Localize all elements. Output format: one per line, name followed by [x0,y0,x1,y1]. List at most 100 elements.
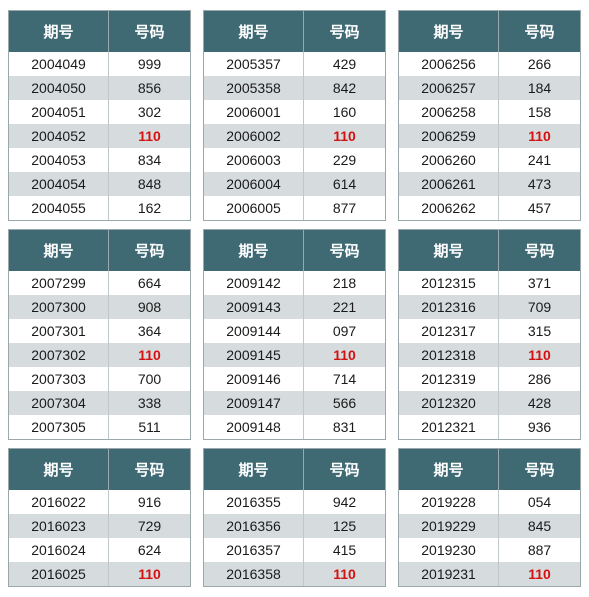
cell-issue: 2012318 [399,343,499,367]
table-row: 2009142218 [204,271,385,295]
header-number: 号码 [499,449,580,490]
lottery-table: 期号号码200535742920053588422006001160200600… [204,11,385,220]
cell-number: 315 [499,319,580,343]
cell-issue: 2007304 [9,391,109,415]
cell-number: 054 [499,490,580,514]
table-row: 2007301364 [9,319,190,343]
lottery-table: 期号号码200404999920040508562004051302200405… [9,11,190,220]
table-block: 期号号码200535742920053588422006001160200600… [203,10,386,221]
cell-issue: 2012316 [399,295,499,319]
table-block: 期号号码200404999920040508562004051302200405… [8,10,191,221]
lottery-table: 期号号码200729966420073009082007301364200730… [9,230,190,439]
cell-issue: 2006257 [399,76,499,100]
table-row: 2006003229 [204,148,385,172]
cell-issue: 2004054 [9,172,109,196]
table-row: 2006004614 [204,172,385,196]
cell-number: 110 [109,343,190,367]
header-number: 号码 [304,230,385,271]
table-row: 2006262457 [399,196,580,220]
cell-number: 887 [499,538,580,562]
cell-issue: 2012320 [399,391,499,415]
cell-issue: 2012317 [399,319,499,343]
cell-issue: 2007303 [9,367,109,391]
header-issue: 期号 [204,449,304,490]
cell-number: 125 [304,514,385,538]
cell-number: 936 [499,415,580,439]
table-block: 期号号码200729966420073009082007301364200730… [8,229,191,440]
table-row: 2016023729 [9,514,190,538]
cell-number: 097 [304,319,385,343]
cell-number: 286 [499,367,580,391]
cell-number: 908 [109,295,190,319]
cell-number: 831 [304,415,385,439]
table-row: 2012319286 [399,367,580,391]
cell-number: 110 [304,343,385,367]
cell-number: 429 [304,52,385,76]
header-number: 号码 [499,230,580,271]
table-row: 2006260241 [399,148,580,172]
table-block: 期号号码200625626620062571842006258158200625… [398,10,581,221]
cell-number: 110 [304,124,385,148]
cell-issue: 2006258 [399,100,499,124]
table-block: 期号号码201635594220163561252016357415201635… [203,448,386,587]
table-row: 2009148831 [204,415,385,439]
cell-issue: 2016358 [204,562,304,586]
cell-issue: 2009142 [204,271,304,295]
cell-number: 566 [304,391,385,415]
cell-number: 473 [499,172,580,196]
table-row: 2004049999 [9,52,190,76]
table-row: 2006001160 [204,100,385,124]
cell-number: 110 [499,124,580,148]
cell-issue: 2006262 [399,196,499,220]
cell-number: 110 [304,562,385,586]
table-row: 2019230887 [399,538,580,562]
table-row: 2009143221 [204,295,385,319]
table-block: 期号号码201602291620160237292016024624201602… [8,448,191,587]
table-row: 2009147566 [204,391,385,415]
cell-number: 834 [109,148,190,172]
cell-issue: 2019229 [399,514,499,538]
lottery-table: 期号号码201922805420192298452019230887201923… [399,449,580,586]
header-number: 号码 [109,230,190,271]
table-row: 2016024624 [9,538,190,562]
table-row: 2006005877 [204,196,385,220]
table-row: 2007299664 [9,271,190,295]
cell-number: 511 [109,415,190,439]
table-row: 2004052110 [9,124,190,148]
cell-issue: 2009144 [204,319,304,343]
table-row: 2016025110 [9,562,190,586]
table-row: 2009146714 [204,367,385,391]
cell-number: 942 [304,490,385,514]
table-block: 期号号码200914221820091432212009144097200914… [203,229,386,440]
table-row: 2006002110 [204,124,385,148]
table-row: 2006257184 [399,76,580,100]
cell-number: 624 [109,538,190,562]
cell-number: 714 [304,367,385,391]
cell-issue: 2007300 [9,295,109,319]
header-issue: 期号 [399,230,499,271]
cell-number: 877 [304,196,385,220]
cell-number: 428 [499,391,580,415]
header-number: 号码 [109,11,190,52]
table-row: 2012316709 [399,295,580,319]
cell-issue: 2004050 [9,76,109,100]
cell-issue: 2007301 [9,319,109,343]
table-row: 2006261473 [399,172,580,196]
cell-number: 110 [499,343,580,367]
header-issue: 期号 [204,230,304,271]
table-row: 2004051302 [9,100,190,124]
cell-issue: 2006004 [204,172,304,196]
table-row: 2007304338 [9,391,190,415]
cell-issue: 2006261 [399,172,499,196]
table-row: 2004055162 [9,196,190,220]
cell-number: 856 [109,76,190,100]
table-block: 期号号码201231537120123167092012317315201231… [398,229,581,440]
table-row: 2006256266 [399,52,580,76]
table-row: 2007303700 [9,367,190,391]
cell-number: 916 [109,490,190,514]
header-issue: 期号 [399,11,499,52]
header-issue: 期号 [399,449,499,490]
cell-issue: 2004049 [9,52,109,76]
lottery-grid: 期号号码200404999920040508562004051302200405… [8,10,581,587]
table-row: 2007300908 [9,295,190,319]
